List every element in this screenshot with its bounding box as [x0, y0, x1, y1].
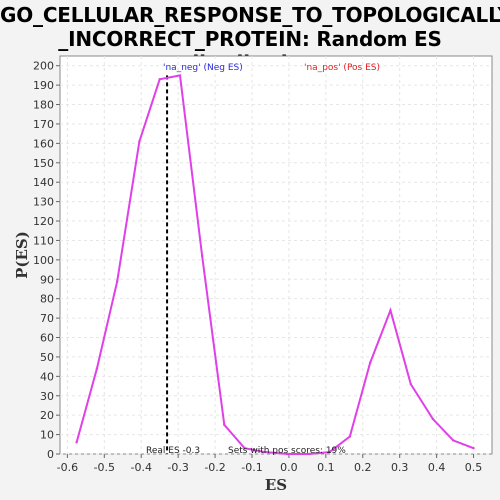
- data-point: [75, 441, 78, 444]
- y-axis-ticks: 0 10 20 30 40 50 60 70 80 90 100 110 120 130 140 150 160…: [33, 60, 60, 461]
- y-tick-label: 60: [40, 332, 54, 345]
- data-point: [138, 140, 141, 143]
- data-point: [263, 450, 267, 454]
- legend-neg-es: 'na_neg' (Neg ES): [163, 63, 243, 73]
- plot-area: [59, 55, 493, 455]
- pos-scores-annotation: Sets with pos scores: 19%: [228, 446, 346, 456]
- legend-pos-es: 'na_pos' (Pos ES): [304, 63, 380, 73]
- y-tick-label: 90: [40, 273, 54, 286]
- y-tick-label: 180: [33, 99, 54, 112]
- x-tick-label: -0.4: [130, 461, 151, 474]
- y-tick-label: 130: [33, 196, 54, 209]
- y-tick-label: 0: [47, 448, 54, 461]
- y-tick-label: 120: [33, 215, 54, 228]
- data-point: [452, 439, 455, 442]
- y-tick-label: 40: [40, 370, 54, 383]
- x-tick-label: 0.5: [465, 461, 483, 474]
- x-tick-label: 0.2: [354, 461, 372, 474]
- y-tick-label: 160: [33, 137, 54, 150]
- y-tick-label: 170: [33, 118, 54, 131]
- x-tick-label: -0.1: [241, 461, 262, 474]
- data-point: [348, 435, 352, 438]
- y-tick-label: 150: [33, 157, 54, 170]
- x-tick-label: -0.5: [94, 461, 115, 474]
- x-axis-label: ES: [265, 476, 287, 494]
- data-point: [158, 78, 161, 81]
- data-point: [243, 446, 246, 450]
- chart-title-line1: GO_CELLULAR_RESPONSE_TO_TOPOLOGICALLY: [0, 3, 500, 27]
- data-point: [389, 309, 392, 312]
- es-distribution-line: [75, 74, 474, 455]
- x-axis-ticks: -0.6 -0.5 -0.4 -0.3 -0.2 -0.1 0.0 0.1 0.2 0.3 0.4 0…: [57, 454, 483, 474]
- y-tick-label: 20: [40, 409, 54, 422]
- y-tick-label: 50: [40, 351, 54, 364]
- data-point: [328, 450, 331, 454]
- y-tick-label: 100: [33, 254, 54, 267]
- y-tick-label: 200: [33, 60, 54, 73]
- data-point: [200, 254, 204, 258]
- data-point: [409, 382, 412, 386]
- x-tick-label: 0.3: [391, 461, 409, 474]
- x-tick-label: -0.2: [204, 461, 225, 474]
- y-tick-label: 190: [33, 79, 54, 92]
- data-point: [95, 367, 99, 370]
- y-axis-label: P(ES): [13, 231, 31, 279]
- x-tick-label: 0.0: [280, 461, 298, 474]
- data-point: [285, 452, 289, 456]
- y-tick-label: 140: [33, 176, 54, 189]
- x-tick-label: 0.4: [428, 461, 446, 474]
- y-tick-label: 80: [40, 293, 54, 306]
- y-tick-label: 70: [40, 312, 54, 325]
- data-point: [308, 452, 311, 456]
- x-tick-label: -0.6: [57, 461, 78, 474]
- x-tick-label: -0.3: [167, 461, 188, 474]
- real-es-annotation: Real ES -0.3: [146, 446, 200, 456]
- y-tick-label: 10: [40, 429, 54, 442]
- data-point: [178, 74, 182, 77]
- data-point: [368, 361, 372, 364]
- y-tick-label: 110: [33, 234, 54, 247]
- data-point: [116, 280, 119, 283]
- data-point: [431, 417, 435, 421]
- x-tick-label: 0.1: [317, 461, 335, 474]
- es-distribution-points: [75, 74, 475, 456]
- y-tick-label: 30: [40, 390, 54, 403]
- data-point: [223, 423, 226, 427]
- data-point: [472, 446, 475, 450]
